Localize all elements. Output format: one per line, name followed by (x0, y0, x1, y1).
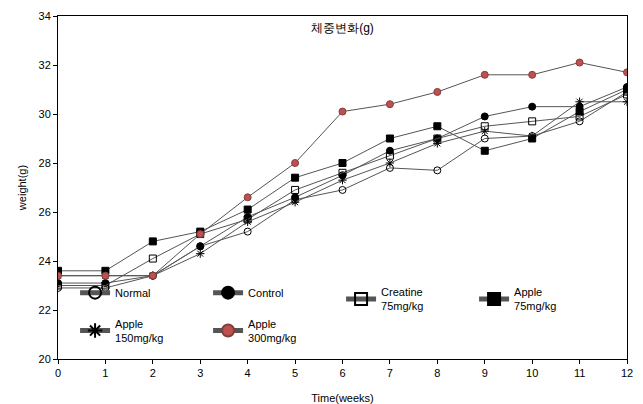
svg-text:20: 20 (39, 353, 51, 365)
svg-text:6: 6 (339, 367, 345, 379)
svg-text:22: 22 (39, 304, 51, 316)
svg-text:3: 3 (197, 367, 203, 379)
svg-text:체중변화(g): 체중변화(g) (311, 21, 374, 35)
svg-text:Control: Control (248, 287, 283, 299)
svg-text:Apple300mg/kg: Apple300mg/kg (248, 318, 296, 344)
svg-text:Apple75mg/kg: Apple75mg/kg (514, 286, 556, 312)
svg-text:2: 2 (150, 367, 156, 379)
svg-text:1: 1 (102, 367, 108, 379)
svg-text:26: 26 (39, 206, 51, 218)
svg-text:4: 4 (245, 367, 251, 379)
svg-text:11: 11 (574, 367, 585, 379)
svg-text:12: 12 (621, 367, 633, 379)
svg-text:Time(weeks): Time(weeks) (311, 392, 374, 404)
svg-text:9: 9 (482, 367, 488, 379)
svg-text:28: 28 (39, 157, 51, 169)
svg-text:10: 10 (526, 367, 538, 379)
svg-text:Normal: Normal (115, 287, 150, 299)
svg-text:8: 8 (434, 367, 440, 379)
svg-text:Creatine75mg/kg: Creatine75mg/kg (381, 286, 423, 312)
svg-text:0: 0 (55, 367, 61, 379)
svg-text:5: 5 (292, 367, 298, 379)
svg-text:Apple150mg/kg: Apple150mg/kg (115, 318, 163, 344)
svg-text:32: 32 (39, 59, 51, 71)
svg-text:7: 7 (387, 367, 393, 379)
svg-text:24: 24 (39, 255, 51, 267)
svg-text:weight(g): weight(g) (16, 165, 28, 211)
svg-text:34: 34 (39, 10, 51, 22)
svg-text:30: 30 (39, 108, 51, 120)
